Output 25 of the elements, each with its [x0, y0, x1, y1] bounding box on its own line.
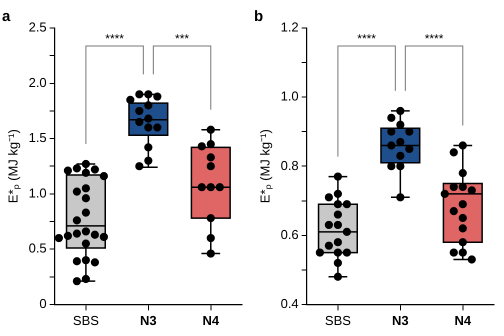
x-tick-label: N4 [202, 312, 220, 328]
x-tick-label: SBS [324, 312, 352, 328]
y-tick-label: 0.6 [280, 226, 299, 242]
annotation: **** [424, 31, 444, 46]
y-tick-label: 2.0 [28, 74, 47, 90]
x-tick-label: N3 [140, 312, 157, 328]
annotation: **** [357, 31, 376, 46]
y-tick-label: 2.5 [28, 20, 47, 35]
x-tick-label: N4 [454, 312, 472, 328]
y-axis-title: E*ₚ (MJ kg⁻¹) [5, 129, 22, 204]
y-tick-label: 0.5 [28, 240, 47, 256]
y-axis-title: E*ₚ (MJ kg⁻¹) [257, 129, 274, 204]
chart-title: a [2, 8, 11, 26]
y-tick-label: 1.2 [280, 20, 299, 35]
chart-title: b [254, 8, 264, 26]
annotation: *** [175, 31, 190, 46]
x-tick-label: N3 [392, 312, 409, 328]
y-tick-label: 1.0 [28, 185, 47, 200]
y-tick-label: 1.0 [280, 88, 299, 104]
y-tick-label: 0.8 [280, 158, 299, 173]
x-tick-label: SBS [72, 312, 100, 328]
y-tick-label: 0 [39, 296, 47, 311]
y-tick-label: 1.5 [28, 130, 47, 146]
annotation: **** [105, 31, 124, 46]
y-tick-label: 0.4 [280, 296, 299, 311]
